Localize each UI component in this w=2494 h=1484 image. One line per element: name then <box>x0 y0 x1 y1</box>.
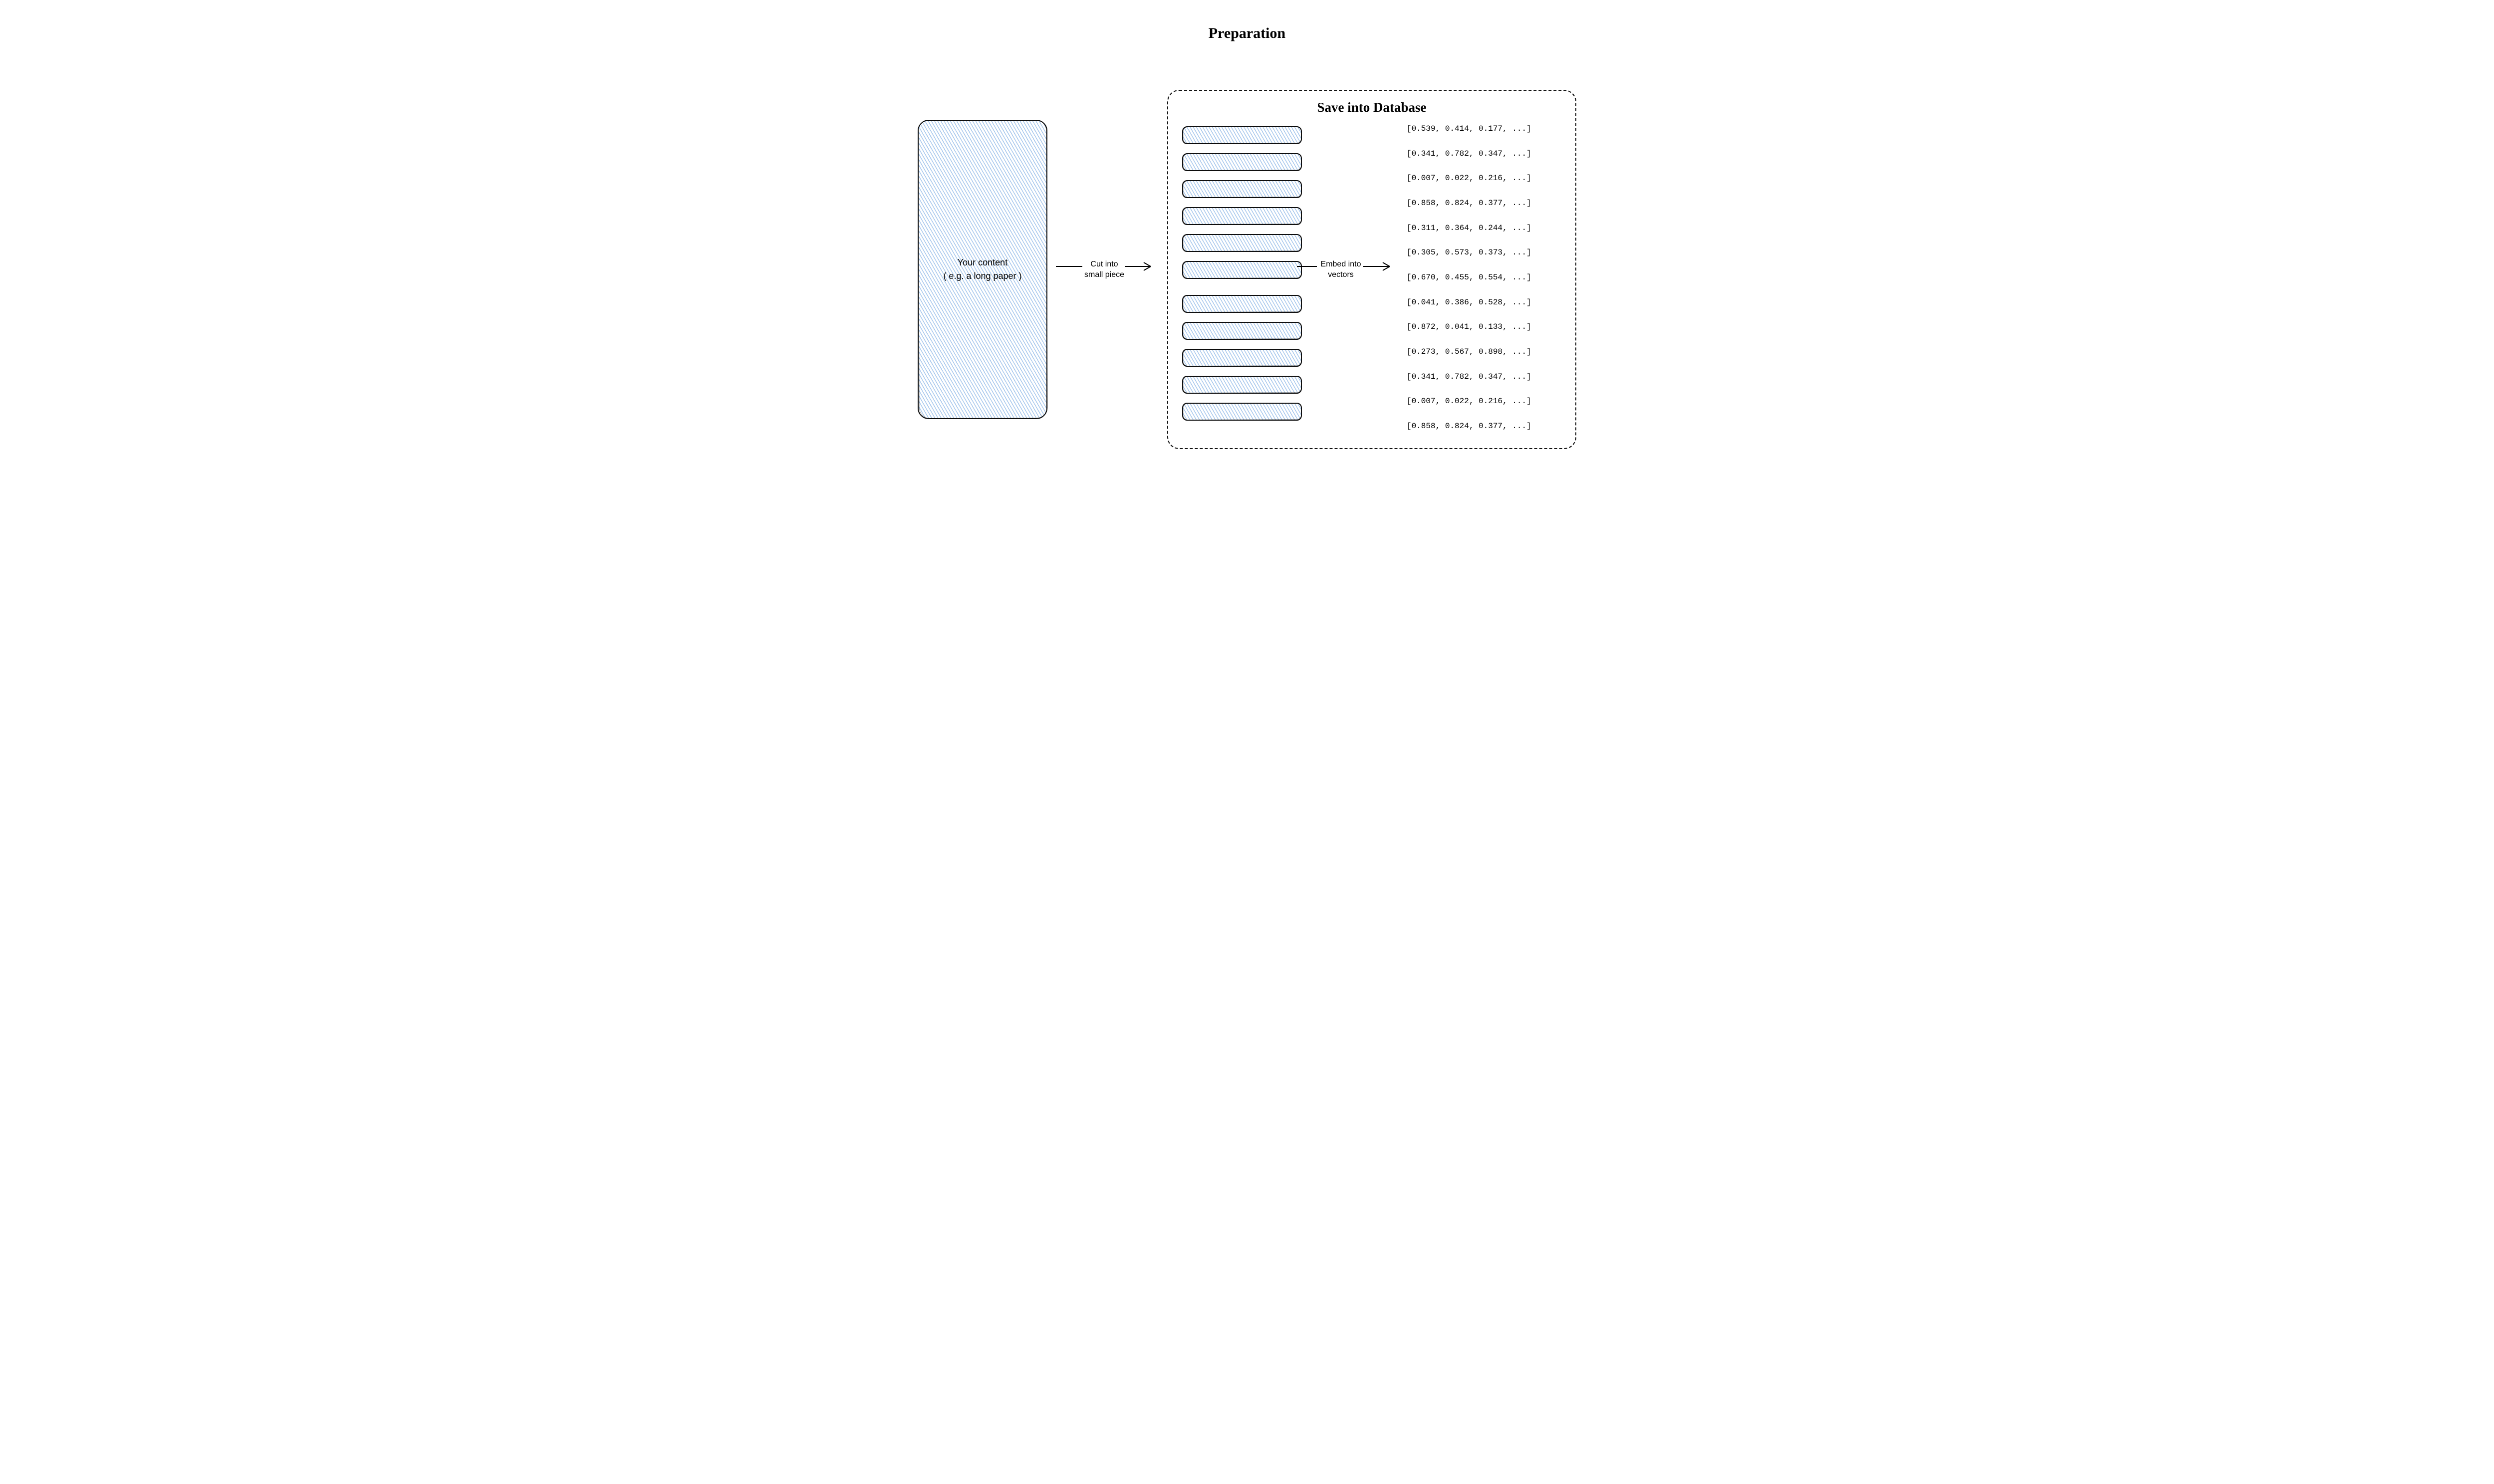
vector-line: [0.858, 0.824, 0.377, ...] <box>1407 422 1561 431</box>
vector-line: [0.007, 0.022, 0.216, ...] <box>1407 397 1561 406</box>
vector-line: [0.007, 0.022, 0.216, ...] <box>1407 174 1561 183</box>
content-node-label-line2: ( e.g. a long paper ) <box>943 271 1021 281</box>
arrow-label-1: Cut into small piece <box>1083 259 1126 280</box>
vector-line: [0.858, 0.824, 0.377, ...] <box>1407 199 1561 208</box>
vector-line: [0.341, 0.782, 0.347, ...] <box>1407 149 1561 158</box>
chunk-piece <box>1182 403 1302 421</box>
chunk-piece <box>1182 349 1302 367</box>
chunk-piece <box>1182 153 1302 171</box>
chunk-piece <box>1182 126 1302 144</box>
content-node-label-line1: Your content <box>958 257 1007 267</box>
chunk-piece <box>1182 261 1302 279</box>
chunk-piece <box>1182 295 1302 313</box>
vector-line: [0.670, 0.455, 0.554, ...] <box>1407 273 1561 282</box>
content-node-label: Your content ( e.g. a long paper ) <box>943 256 1021 283</box>
chunk-piece <box>1182 207 1302 225</box>
vector-line: [0.872, 0.041, 0.133, ...] <box>1407 322 1561 331</box>
chunk-piece <box>1182 322 1302 340</box>
chunks-column <box>1182 119 1302 431</box>
database-box-title: Save into Database <box>1182 100 1561 115</box>
vector-line: [0.341, 0.782, 0.347, ...] <box>1407 372 1561 381</box>
vector-line: [0.273, 0.567, 0.898, ...] <box>1407 347 1561 356</box>
arrow-embed-into-vectors: Embed into vectors <box>1296 259 1396 273</box>
chunk-piece <box>1182 234 1302 252</box>
vector-line: [0.305, 0.573, 0.373, ...] <box>1407 248 1561 257</box>
vector-line: [0.539, 0.414, 0.177, ...] <box>1407 124 1561 133</box>
preparation-diagram: Preparation Your content ( e.g. a long p… <box>888 20 1606 449</box>
diagram-title: Preparation <box>1209 25 1285 42</box>
chunk-piece <box>1182 376 1302 394</box>
arrow-cut-into-pieces: Cut into small piece <box>1055 259 1160 273</box>
database-columns: [0.539, 0.414, 0.177, ...] [0.341, 0.782… <box>1182 119 1561 431</box>
vector-line: [0.311, 0.364, 0.244, ...] <box>1407 224 1561 233</box>
vector-line: [0.041, 0.386, 0.528, ...] <box>1407 298 1561 307</box>
arrow-label-2: Embed into vectors <box>1318 259 1364 280</box>
content-node: Your content ( e.g. a long paper ) <box>918 120 1047 419</box>
chunk-piece <box>1182 180 1302 198</box>
